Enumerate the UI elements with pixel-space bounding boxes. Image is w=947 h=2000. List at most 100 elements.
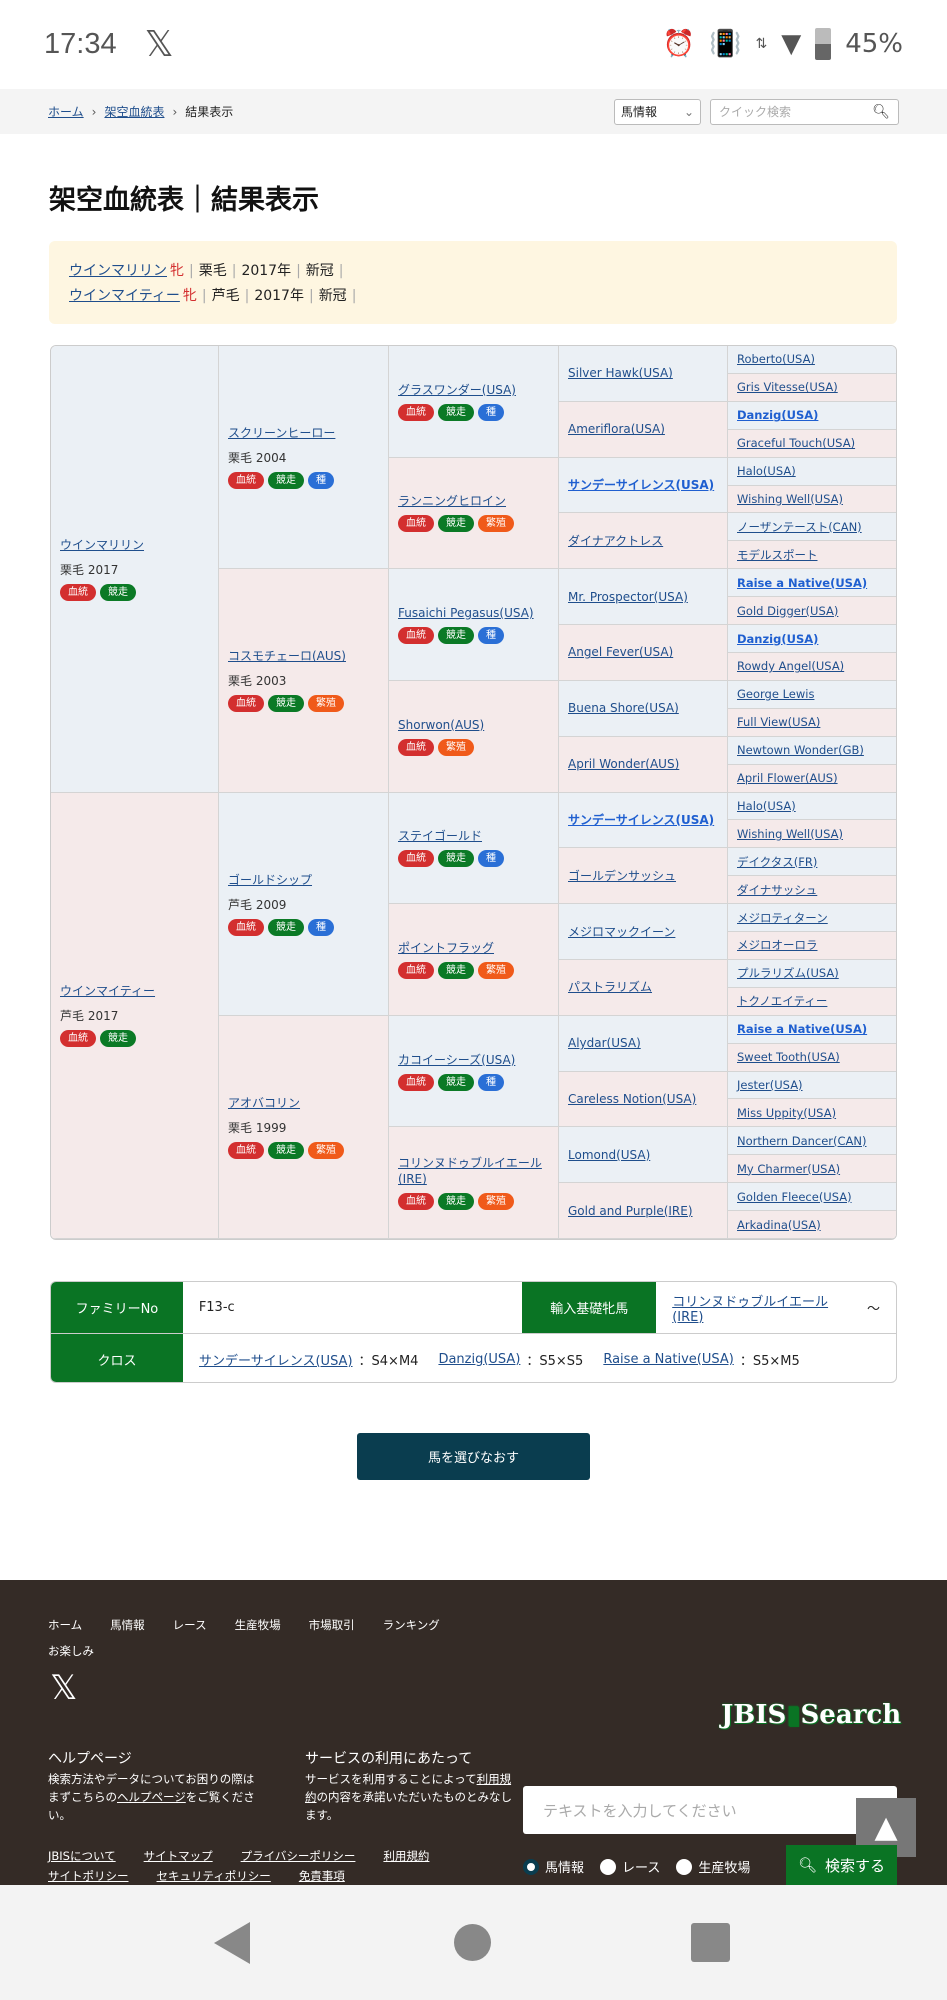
horse-name-link[interactable]: Sweet Tooth(USA) [737,1050,840,1065]
footer-link[interactable]: セキュリティポリシー [156,1869,271,1883]
footer-link[interactable]: サイトポリシー [48,1869,129,1883]
horse-name-link[interactable]: スクリーンヒーロー [228,426,336,441]
horse-name-link[interactable]: ステイゴールド [398,829,483,844]
badge-button[interactable]: 種 [478,850,504,868]
horse-link[interactable]: ウインマリリン [69,263,167,279]
footer-link[interactable]: サイトマップ [143,1849,213,1863]
horse-name-link[interactable]: April Flower(AUS) [737,771,838,786]
badge-button[interactable]: 競走 [438,403,474,421]
horse-name-link[interactable]: メジロティターン [737,910,828,925]
badge-button[interactable]: 血統 [228,1141,264,1159]
badge-button[interactable]: 競走 [268,1141,304,1159]
badge-button[interactable]: 種 [478,1073,504,1091]
horse-name-link[interactable]: Golden Fleece(USA) [737,1189,852,1204]
footer-nav-horse[interactable]: 馬情報 [110,1618,145,1632]
horse-name-link[interactable]: ゴールドシップ [228,872,313,887]
horse-name-link[interactable]: トクノエイティー [737,994,828,1009]
footer-nav-ranking[interactable]: ランキング [382,1618,440,1632]
horse-name-link[interactable]: ダイナサッシュ [737,882,818,897]
badge-button[interactable]: 種 [478,403,504,421]
horse-name-link[interactable]: グラスワンダー(USA) [398,382,516,397]
horse-name-link[interactable]: Wishing Well(USA) [737,826,843,841]
horse-name-link[interactable]: Gold and Purple(IRE) [568,1203,693,1218]
horse-name-link[interactable]: George Lewis [737,687,815,702]
horse-name-link[interactable]: ダイナアクトレス [568,533,664,548]
cross-link[interactable]: Raise a Native(USA) [603,1351,734,1367]
back-icon[interactable] [214,1922,250,1964]
footer-link[interactable]: JBISについて [48,1849,116,1863]
radio-farm[interactable]: 生産牧場 [676,1857,750,1876]
horse-name-link[interactable]: Halo(USA) [737,464,796,479]
horse-name-link[interactable]: サンデーサイレンス(USA) [568,478,715,493]
horse-name-link[interactable]: ゴールデンサッシュ [568,868,677,883]
horse-name-link[interactable]: ポイントフラッグ [398,940,495,955]
badge-button[interactable]: 血統 [228,918,264,936]
badge-button[interactable]: 血統 [398,1193,434,1211]
badge-button[interactable]: 競走 [438,1073,474,1091]
horse-name-link[interactable]: Ameriflora(USA) [568,422,665,437]
cross-link[interactable]: Danzig(USA) [438,1351,521,1367]
horse-name-link[interactable]: コスモチェーロ(AUS) [228,649,346,664]
footer-search-button[interactable]: 🔍︎ 検索する [786,1845,897,1885]
badge-button[interactable]: 繁殖 [308,695,344,713]
horse-name-link[interactable]: デイクタス(FR) [737,854,818,869]
quick-search-input[interactable]: クイック検索 🔍︎ [710,98,899,125]
horse-name-link[interactable]: Silver Hawk(USA) [568,366,673,381]
horse-name-link[interactable]: ウインマイティー [60,984,156,999]
horse-name-link[interactable]: アオバコリン [228,1095,301,1110]
badge-button[interactable]: 血統 [60,1030,96,1048]
horse-name-link[interactable]: カコイーシーズ(USA) [398,1052,516,1067]
horse-name-link[interactable]: Shorwon(AUS) [398,717,485,732]
badge-button[interactable]: 種 [478,627,504,645]
badge-button[interactable]: 血統 [60,583,96,601]
horse-name-link[interactable]: Mr. Prospector(USA) [568,589,688,604]
horse-name-link[interactable]: Buena Shore(USA) [568,701,679,716]
badge-button[interactable]: 血統 [398,627,434,645]
horse-name-link[interactable]: Arkadina(USA) [737,1217,821,1232]
horse-name-link[interactable]: Raise a Native(USA) [737,1022,868,1037]
import-mare-link[interactable]: コリンヌドゥブルイエール(IRE) [672,1294,829,1325]
badge-button[interactable]: 血統 [398,515,434,533]
badge-button[interactable]: 競走 [438,1193,474,1211]
badge-button[interactable]: 血統 [398,738,434,756]
help-page-link[interactable]: ヘルプページ [117,1790,186,1804]
radio-race[interactable]: レース [600,1857,660,1876]
footer-link[interactable]: プライバシーポリシー [240,1849,356,1863]
badge-button[interactable]: 繁殖 [308,1141,344,1159]
badge-button[interactable]: 競走 [438,961,474,979]
horse-name-link[interactable]: Gris Vitesse(USA) [737,380,838,395]
horse-name-link[interactable]: メジロマックイーン [568,924,676,939]
footer-nav-fun[interactable]: お楽しみ [48,1644,94,1658]
breadcrumb-home[interactable]: ホーム [48,105,84,119]
badge-button[interactable]: 血統 [228,472,264,490]
horse-link[interactable]: ウインマイティー [69,288,180,304]
horse-name-link[interactable]: Lomond(USA) [568,1147,651,1162]
terms-link[interactable]: 利用規約 [305,1772,512,1804]
horse-name-link[interactable]: April Wonder(AUS) [568,757,680,772]
horse-name-link[interactable]: ノーザンテースト(CAN) [737,519,862,534]
badge-button[interactable]: 血統 [398,850,434,868]
badge-button[interactable]: 競走 [438,627,474,645]
badge-button[interactable]: 競走 [268,695,304,713]
badge-button[interactable]: 血統 [228,695,264,713]
badge-button[interactable]: 繁殖 [478,515,514,533]
horse-name-link[interactable]: Full View(USA) [737,715,821,730]
horse-name-link[interactable]: Gold Digger(USA) [737,603,839,618]
horse-name-link[interactable]: Graceful Touch(USA) [737,436,856,451]
horse-name-link[interactable]: ランニングヒロイン [398,494,507,509]
horse-name-link[interactable]: Jester(USA) [737,1078,803,1093]
horse-name-link[interactable]: パストラリズム [568,980,653,995]
footer-nav-race[interactable]: レース [172,1618,207,1632]
footer-link[interactable]: 免責事項 [298,1869,345,1883]
badge-button[interactable]: 種 [308,472,334,490]
search-category-select[interactable]: 馬情報 ⌄ [614,98,701,125]
horse-name-link[interactable]: Raise a Native(USA) [737,575,868,590]
footer-nav-market[interactable]: 市場取引 [308,1618,355,1632]
breadcrumb-pedigree[interactable]: 架空血統表 [104,105,165,119]
horse-name-link[interactable]: Northern Dancer(CAN) [737,1133,867,1148]
horse-name-link[interactable]: Fusaichi Pegasus(USA) [398,606,534,621]
badge-button[interactable]: 繁殖 [478,961,514,979]
badge-button[interactable]: 血統 [398,1073,434,1091]
search-icon[interactable]: 🔍︎ [872,103,890,120]
horse-name-link[interactable]: Rowdy Angel(USA) [737,659,845,674]
